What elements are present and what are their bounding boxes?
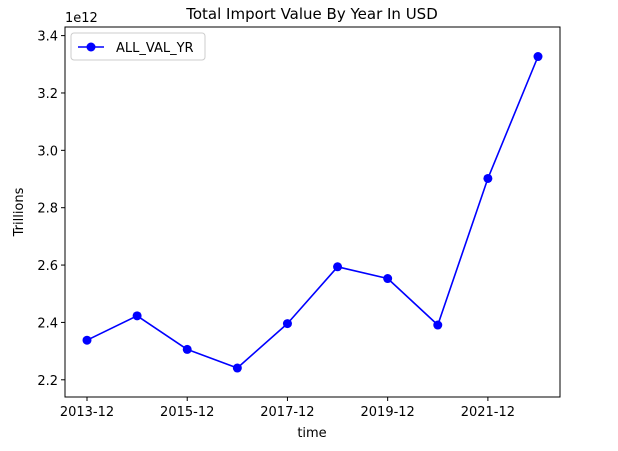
x-tick-label: 2013-12 [60, 405, 114, 420]
legend: ALL_VAL_YR [70, 32, 206, 61]
chart-title: Total Import Value By Year In USD [185, 5, 438, 23]
plot-area [64, 26, 561, 398]
data-point [132, 311, 142, 321]
y-offset-label: 1e12 [65, 11, 98, 26]
y-tick-label: 2.2 [37, 374, 58, 389]
data-point [282, 319, 292, 329]
y-tick-label: 2.6 [37, 259, 58, 274]
data-point [533, 52, 543, 62]
data-point [483, 173, 493, 183]
data-point [383, 274, 393, 284]
series-layer [82, 52, 543, 373]
legend-box [70, 32, 206, 61]
x-axis-title: time [297, 426, 326, 441]
data-point [333, 262, 343, 272]
data-point [232, 363, 242, 373]
y-axis-title: Trillions [12, 187, 27, 237]
x-tick-label: 2017-12 [260, 405, 314, 420]
x-tick-label: 2019-12 [361, 405, 415, 420]
legend-marker-sample [86, 42, 96, 52]
y-tick-label: 2.4 [37, 316, 58, 331]
data-point [82, 335, 92, 345]
series-line [86, 56, 539, 369]
data-point [433, 320, 443, 330]
y-axis: 2.2 2.4 2.6 2.8 3.0 3.2 3.4 [37, 30, 65, 389]
y-tick-label: 2.8 [37, 202, 58, 217]
x-axis: 2013-12 2015-12 2017-12 2019-12 2021-12 [60, 397, 515, 420]
data-point [182, 344, 192, 354]
x-tick-label: 2015-12 [160, 405, 214, 420]
legend-entry-label: ALL_VAL_YR [116, 41, 194, 56]
y-tick-label: 3.2 [37, 87, 58, 102]
y-tick-label: 3.4 [37, 30, 58, 45]
x-tick-label: 2021-12 [461, 405, 515, 420]
y-tick-label: 3.0 [37, 144, 58, 159]
